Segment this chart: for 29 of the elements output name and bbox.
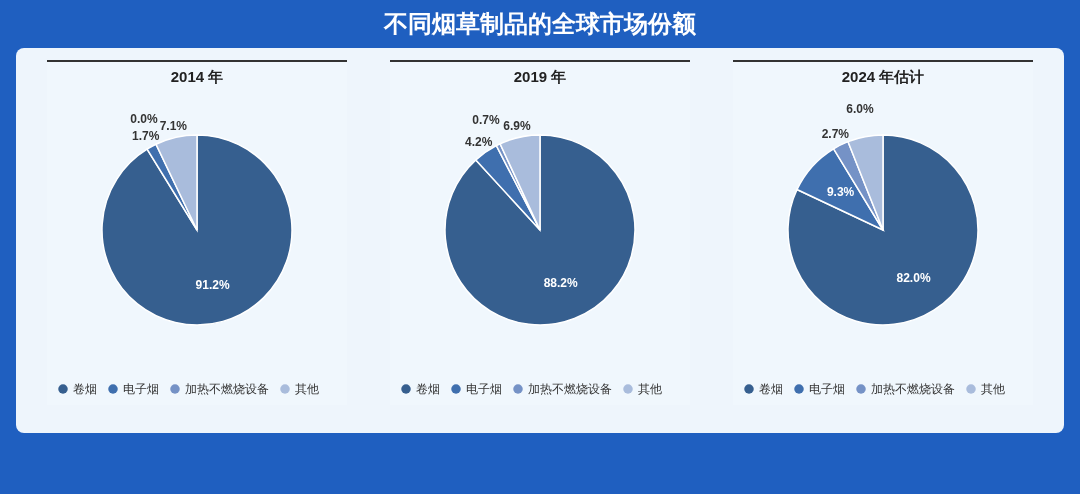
legend-label: 加热不燃烧设备: [185, 382, 270, 396]
data-label: 9.3%: [826, 184, 855, 199]
legend-label: 电子烟: [808, 382, 845, 396]
data-label: 88.2%: [543, 276, 578, 291]
data-label: 2.7%: [821, 127, 849, 142]
legend-label: 电子烟: [123, 382, 160, 396]
chart-subtitle: 2024 年估计: [841, 68, 924, 85]
legend-label: 其他: [980, 382, 1005, 396]
text: 不同烟草制品的全球市场份额: [384, 9, 696, 40]
legend-label: 其他: [295, 382, 320, 396]
data-label: 91.2%: [195, 277, 231, 292]
legend-label: 卷烟: [758, 382, 783, 396]
legend-label: 卷烟: [73, 382, 98, 396]
data-label: 7.1%: [159, 118, 188, 133]
data-label: 0.7%: [472, 112, 500, 127]
text: 0.0%: [130, 112, 158, 127]
legend-label: 其他: [637, 382, 662, 396]
legend-label: 加热不燃烧设备: [870, 382, 955, 396]
legend-label: 电子烟: [465, 382, 502, 396]
legend-label: 卷烟: [415, 382, 440, 396]
legend-label: 加热不燃烧设备: [527, 382, 612, 396]
data-label: 4.2%: [465, 135, 493, 150]
pie-slice: [444, 134, 636, 326]
chart-subtitle: 2019 年: [513, 68, 567, 85]
data-label: 1.7%: [132, 129, 161, 144]
data-label: 6.0%: [845, 102, 874, 117]
chart-subtitle: 2014 年: [171, 68, 224, 85]
data-label: 6.9%: [503, 118, 531, 133]
data-label: 82.0%: [896, 271, 931, 286]
